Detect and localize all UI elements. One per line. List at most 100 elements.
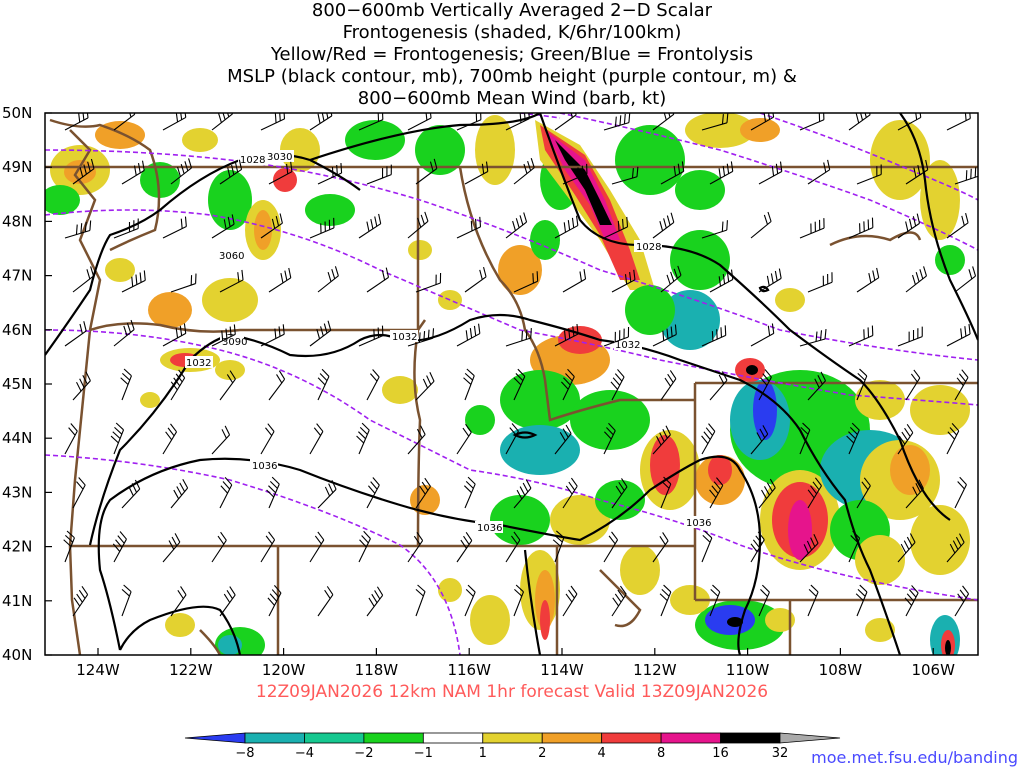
wind-barb [709, 161, 734, 185]
wind-barb [317, 586, 334, 617]
wind-barb [162, 323, 187, 347]
colorbar-segment [541, 732, 603, 744]
mslp-label-3: 1032 [186, 358, 211, 369]
wind-barb [897, 533, 916, 563]
wind-barb [211, 531, 227, 563]
wind-barb [709, 371, 728, 401]
wind-barb [701, 530, 713, 563]
wind-barb [954, 266, 977, 293]
wind-barb [170, 478, 189, 509]
mslp-label-5: 1032 [615, 340, 640, 351]
wind-barb [260, 531, 276, 563]
colorbar-label: 8 [657, 746, 665, 761]
wind-barb [366, 164, 392, 185]
wind-barb [317, 368, 330, 401]
wind-barb [946, 422, 960, 455]
wind-barb [513, 584, 525, 617]
wind-barb [554, 323, 579, 347]
wind-barb [211, 425, 231, 455]
lon-tick-label: 120W [262, 661, 306, 679]
title-line-5: 800−600mb Mean Wind (barb, kt) [357, 88, 667, 109]
wind-barb [954, 369, 969, 401]
wind-barb [72, 477, 86, 509]
wind-barb [113, 319, 135, 347]
wind-barb [701, 220, 728, 239]
wind-barb [560, 368, 575, 401]
wind-barb [121, 584, 132, 617]
lat-tick-label: 40N [2, 646, 32, 664]
wind-barb [317, 479, 337, 509]
colorbar-label: 16 [712, 746, 729, 761]
wind-barb [309, 531, 325, 563]
wind-barb [807, 159, 831, 185]
wind-barb [846, 422, 860, 455]
wind-barb [611, 585, 627, 617]
wind-barb [603, 216, 629, 239]
wind-barb [611, 269, 636, 293]
wind-barb [603, 326, 630, 347]
colorbar-label: −4 [295, 746, 314, 761]
wind-barb [309, 423, 324, 455]
wind-barb [113, 113, 136, 131]
wind-barb [407, 531, 424, 563]
wind-barb [904, 585, 919, 617]
wind-barb [266, 476, 280, 509]
lat-tick-label: 45N [2, 375, 32, 393]
wind-barb [610, 369, 625, 401]
wind-barb [709, 477, 724, 509]
colorbar-label: −8 [235, 746, 254, 761]
title-line-3: Yellow/Red = Frontogenesis; Green/Blue =… [270, 44, 754, 65]
wind-barb [848, 530, 861, 563]
wind-barb [407, 211, 429, 239]
lat-tick-label: 48N [2, 212, 32, 230]
wind-barb [170, 369, 186, 401]
wind-barb [897, 213, 921, 239]
wind-barb [121, 160, 145, 185]
colorbar-segment [660, 732, 721, 744]
mslp-label-4: 1032 [392, 332, 417, 343]
wind-barb [701, 423, 716, 455]
wind-barb [856, 164, 882, 185]
wind-barb [464, 266, 487, 293]
wind-barb [954, 476, 967, 509]
wind-barb [456, 323, 481, 347]
wind-barb [356, 422, 370, 455]
wind-barb [905, 479, 924, 509]
wind-barb [358, 325, 384, 347]
wind-barb [64, 321, 87, 347]
credit-link[interactable]: moe.met.fsu.edu/banding [811, 748, 1018, 767]
wind-barb [317, 266, 339, 293]
colorbar: −8 −4 −2 −1 1 2 4 8 16 32 [184, 732, 841, 761]
wind-barb [552, 530, 565, 563]
wind-barbs [63, 113, 978, 617]
wind-barb [309, 217, 335, 239]
wind-barb [758, 369, 772, 401]
wind-barb [554, 424, 572, 455]
wind-barb [113, 218, 139, 239]
wind-barb [407, 328, 435, 347]
wind-barb [513, 271, 539, 293]
wind-barb [415, 158, 438, 185]
wind-barb [110, 422, 125, 455]
wind-barb [211, 214, 235, 239]
wind-barb [358, 213, 382, 239]
wind-barb [750, 531, 765, 563]
wind-barb [456, 532, 473, 563]
wind-barb [72, 371, 91, 401]
wind-barb [848, 325, 874, 347]
wind-barb [513, 158, 535, 185]
mslp-label-2: 1028 [636, 242, 661, 253]
wind-barb [562, 585, 578, 617]
height-label-2: 3060 [219, 251, 244, 262]
wind-barb [64, 113, 89, 131]
wind-barb [219, 159, 243, 185]
wind-barb [219, 370, 236, 401]
wind-barb [63, 530, 75, 563]
wind-barb [366, 477, 380, 509]
wind-barb [905, 159, 929, 185]
wind-barb [799, 328, 827, 347]
wind-barb [513, 479, 532, 509]
wind-barb [652, 324, 677, 347]
wind-barb [162, 533, 181, 563]
